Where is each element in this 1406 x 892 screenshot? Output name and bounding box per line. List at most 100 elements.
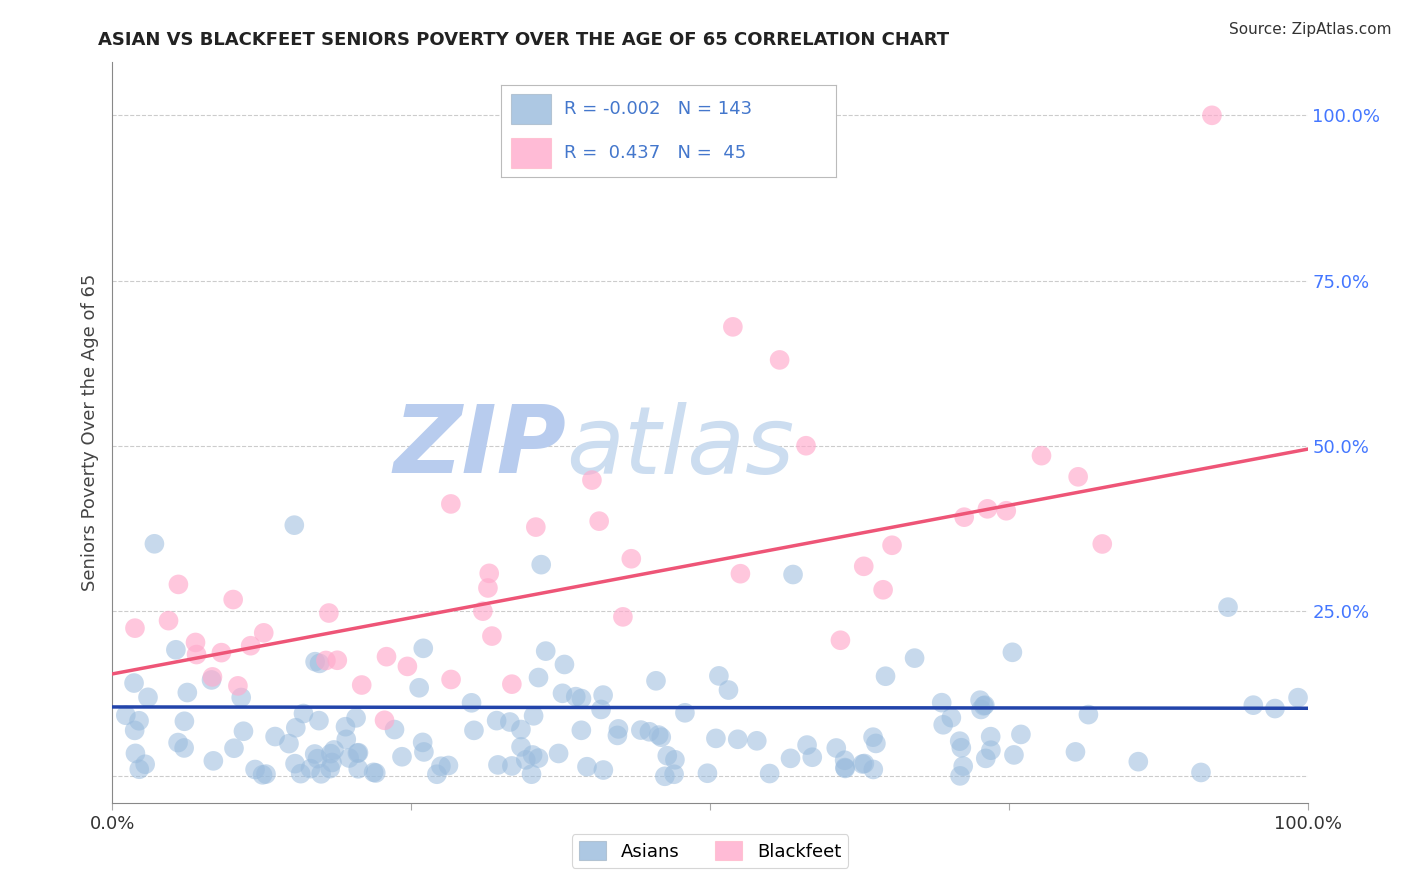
Point bbox=[932, 718, 955, 732]
Point bbox=[384, 723, 406, 737]
Text: ASIAN VS BLACKFEET SENIORS POVERTY OVER THE AGE OF 65 CORRELATION CHART: ASIAN VS BLACKFEET SENIORS POVERTY OVER … bbox=[98, 31, 949, 49]
Point bbox=[304, 655, 326, 669]
Point bbox=[949, 734, 972, 748]
Point bbox=[853, 756, 876, 771]
Point bbox=[851, 757, 873, 772]
Point bbox=[727, 732, 749, 747]
Point bbox=[834, 753, 856, 767]
Point bbox=[463, 723, 485, 738]
Point bbox=[363, 765, 385, 780]
Point bbox=[186, 648, 208, 662]
Point bbox=[326, 653, 349, 667]
Point bbox=[254, 767, 277, 781]
Point bbox=[696, 766, 718, 780]
Point bbox=[606, 728, 628, 742]
Point bbox=[350, 678, 373, 692]
Point bbox=[657, 748, 679, 763]
Point bbox=[128, 762, 150, 776]
Point bbox=[440, 497, 463, 511]
Point bbox=[318, 606, 340, 620]
Point bbox=[995, 504, 1018, 518]
Point bbox=[200, 673, 222, 687]
Point bbox=[801, 750, 824, 764]
Point bbox=[650, 730, 672, 744]
Point bbox=[581, 473, 603, 487]
Point bbox=[346, 746, 368, 760]
Point bbox=[315, 653, 337, 667]
Point bbox=[335, 720, 357, 734]
Point bbox=[830, 633, 852, 648]
Point bbox=[143, 537, 166, 551]
Point bbox=[124, 621, 146, 635]
Point bbox=[202, 754, 225, 768]
Point bbox=[862, 730, 884, 744]
Point bbox=[973, 698, 995, 713]
Point bbox=[880, 538, 903, 552]
Point bbox=[337, 751, 360, 765]
Point bbox=[1128, 755, 1150, 769]
Point bbox=[486, 758, 509, 772]
Point bbox=[124, 723, 146, 738]
Point bbox=[571, 691, 593, 706]
Point bbox=[1264, 701, 1286, 715]
Point bbox=[952, 759, 974, 773]
Point bbox=[231, 690, 253, 705]
Point bbox=[364, 766, 387, 780]
Point bbox=[1241, 698, 1264, 713]
Point bbox=[588, 514, 610, 528]
Point bbox=[782, 567, 804, 582]
Point bbox=[284, 756, 307, 771]
Point bbox=[222, 741, 245, 756]
Point bbox=[167, 735, 190, 749]
Point bbox=[136, 690, 159, 705]
Point bbox=[575, 760, 598, 774]
Point bbox=[758, 766, 780, 780]
Point bbox=[950, 740, 973, 755]
Point bbox=[278, 737, 301, 751]
Point bbox=[307, 752, 329, 766]
Point bbox=[834, 761, 856, 775]
Point bbox=[1031, 449, 1053, 463]
Point bbox=[173, 741, 195, 756]
Point bbox=[299, 762, 322, 776]
Point bbox=[252, 768, 274, 782]
Text: Source: ZipAtlas.com: Source: ZipAtlas.com bbox=[1229, 22, 1392, 37]
Point bbox=[569, 723, 592, 738]
Point bbox=[209, 646, 232, 660]
Point bbox=[673, 706, 696, 720]
Point bbox=[308, 714, 330, 728]
Point bbox=[134, 757, 156, 772]
Point bbox=[638, 724, 661, 739]
Point bbox=[308, 657, 330, 671]
Point bbox=[730, 566, 752, 581]
Point bbox=[122, 676, 145, 690]
Point bbox=[527, 751, 550, 765]
Point bbox=[176, 685, 198, 699]
Point bbox=[522, 747, 544, 762]
Point bbox=[903, 651, 925, 665]
Point bbox=[124, 747, 146, 761]
Point bbox=[941, 711, 963, 725]
Point bbox=[875, 669, 897, 683]
Point bbox=[1077, 707, 1099, 722]
Point bbox=[973, 698, 995, 713]
Point bbox=[592, 688, 614, 702]
Point bbox=[344, 711, 367, 725]
Point bbox=[167, 577, 190, 591]
Point bbox=[430, 759, 453, 773]
Point bbox=[589, 702, 612, 716]
Point bbox=[290, 766, 312, 780]
Point bbox=[304, 747, 326, 761]
Point bbox=[440, 673, 463, 687]
Point bbox=[645, 673, 668, 688]
Legend: Asians, Blackfeet: Asians, Blackfeet bbox=[572, 834, 848, 868]
Point bbox=[460, 696, 482, 710]
Point bbox=[264, 730, 287, 744]
Point bbox=[852, 559, 875, 574]
Point bbox=[239, 639, 262, 653]
Point bbox=[1064, 745, 1087, 759]
Point bbox=[721, 319, 744, 334]
Point bbox=[437, 758, 460, 772]
Point bbox=[471, 604, 494, 618]
Point bbox=[717, 683, 740, 698]
